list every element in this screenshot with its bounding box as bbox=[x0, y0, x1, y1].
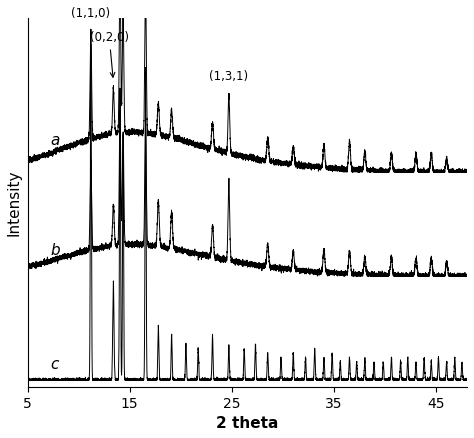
Text: a: a bbox=[50, 133, 59, 148]
Text: c: c bbox=[50, 357, 58, 371]
Text: (1,1,0): (1,1,0) bbox=[71, 7, 110, 20]
Text: b: b bbox=[50, 243, 60, 258]
Text: (0,2,0): (0,2,0) bbox=[90, 32, 129, 77]
Text: (1,0,0): (1,0,0) bbox=[0, 437, 1, 438]
Text: (1,3,1): (1,3,1) bbox=[210, 71, 248, 83]
Text: (0,2,1): (0,2,1) bbox=[0, 437, 1, 438]
X-axis label: 2 theta: 2 theta bbox=[216, 416, 278, 431]
Y-axis label: Intensity: Intensity bbox=[7, 169, 22, 236]
